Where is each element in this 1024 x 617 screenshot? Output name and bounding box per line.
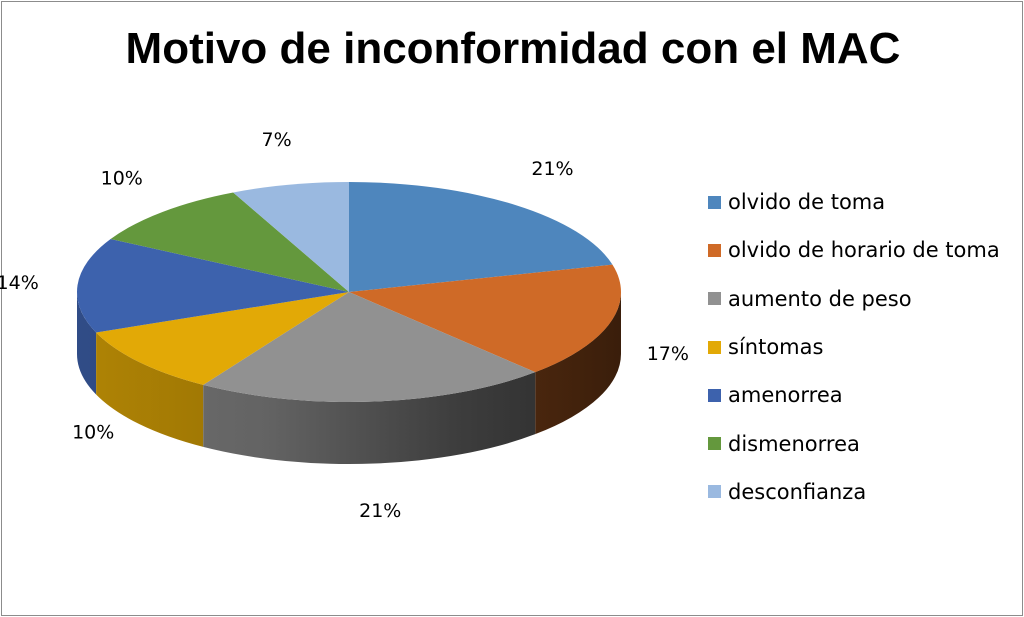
legend-swatch <box>708 243 721 257</box>
pie-side-sintomas <box>96 332 204 447</box>
data-label-sintomas: 10% <box>72 422 114 444</box>
data-label-dismenorrea: 10% <box>101 168 143 190</box>
pie-side-faces <box>77 292 621 464</box>
legend-label: aumento de peso <box>728 286 912 311</box>
legend-label: olvido de horario de toma <box>728 238 1000 263</box>
legend-item-olvido-de-horario-de-toma: olvido de horario de toma <box>708 226 1000 274</box>
pie-side-aumento-de-peso <box>203 372 536 464</box>
data-label-desconfianza: 7% <box>261 129 291 151</box>
chart-title: Motivo de inconformidad con el MAC <box>125 24 901 73</box>
pie-side-olvido-de-horario-de-toma <box>535 292 621 435</box>
legend-label: amenorrea <box>728 383 843 408</box>
pie-slice-olvido-de-toma <box>349 182 613 292</box>
data-label-olvido-de-toma: 21% <box>531 158 573 180</box>
legend-item-sintomas: síntomas <box>708 323 1000 371</box>
legend-swatch <box>708 437 721 451</box>
pie-slice-olvido-de-horario-de-toma <box>349 264 621 373</box>
pie-slice-desconfianza <box>233 182 349 292</box>
legend-item-amenorrea: amenorrea <box>708 371 1000 419</box>
legend-label: síntomas <box>728 335 824 360</box>
legend-label: olvido de toma <box>728 190 886 215</box>
chart-legend: olvido de toma olvido de horario de toma a… <box>708 178 1000 516</box>
legend-swatch <box>708 195 721 209</box>
legend-item-dismenorrea: dismenorrea <box>708 419 1000 467</box>
data-label-aumento-de-peso: 21% <box>359 500 401 522</box>
legend-swatch <box>708 292 721 306</box>
legend-swatch <box>708 388 721 402</box>
data-label-olvido-de-horario-de-toma: 17% <box>647 343 689 365</box>
pie-slice-dismenorrea <box>110 192 349 292</box>
legend-label: desconfianza <box>728 479 867 504</box>
pie-slices <box>77 182 621 402</box>
pie-slice-aumento-de-peso <box>203 292 536 402</box>
legend-swatch <box>708 340 721 354</box>
pie-data-labels: 21% 17% 21% 10% 14% 10% 7% <box>0 129 689 522</box>
legend-item-desconfianza: desconfianza <box>708 468 1000 516</box>
legend-item-aumento-de-peso: aumento de peso <box>708 275 1000 323</box>
data-label-amenorrea: 14% <box>0 272 39 294</box>
legend-swatch <box>708 485 721 499</box>
legend-item-olvido-de-toma: olvido de toma <box>708 178 1000 226</box>
pie-slice-amenorrea <box>77 239 350 333</box>
pie-side-amenorrea <box>77 292 97 395</box>
legend-label: dismenorrea <box>728 431 860 456</box>
pie-slice-sintomas <box>96 292 349 385</box>
